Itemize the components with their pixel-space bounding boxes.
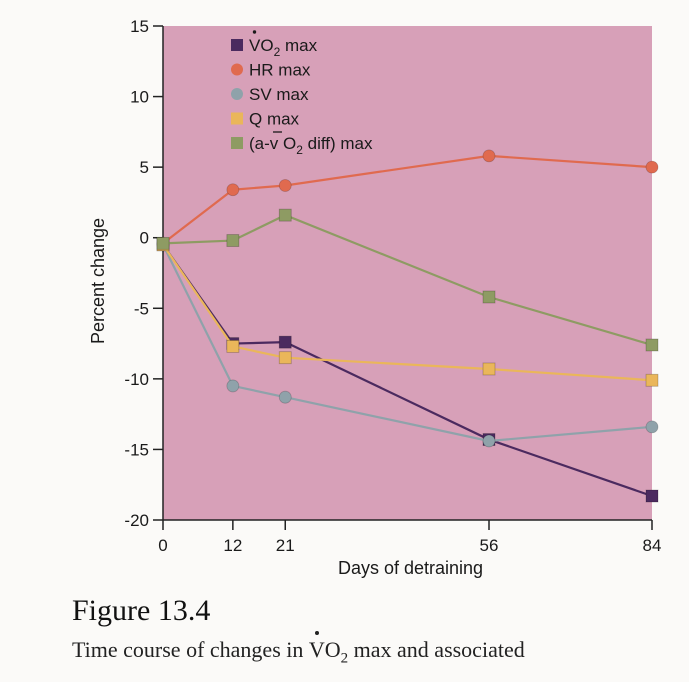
legend-item-avo2: (a-v O2 diff) max [231,131,373,157]
caption-o: O [324,637,341,662]
data-point-avo2 [278,208,292,222]
legend-item-hr: HR max [231,61,311,80]
data-point-sv [226,379,240,393]
x-tick-label: 21 [276,536,295,555]
caption-text-end: max and associated [348,637,525,662]
data-point-sv [645,420,659,434]
caption-subscript: 2 [340,650,349,667]
caption-text: Time course of changes in VO2 max and as… [72,631,682,674]
legend-vo2-post: max [280,36,317,55]
legend-marker-vo2 [231,39,243,51]
x-tick-label: 0 [158,536,167,555]
legend-label-avo2: (a-v O2 diff) max [249,134,373,157]
series-avo2 [156,208,659,352]
legend-label-sv: SV max [249,85,309,104]
data-point-q [278,351,292,365]
legend-vo2-dot [252,30,257,34]
series-layer [156,149,659,503]
y-axis-title: Percent change [88,218,108,344]
data-point-avo2 [156,236,170,250]
data-point-avo2 [645,338,659,352]
data-point-vo2 [645,489,659,503]
legend-label-q: Q max [249,110,300,129]
data-point-q [645,373,659,387]
y-tick-label: 0 [140,229,149,248]
y-tick-label: -20 [124,511,149,530]
legend-marker-q [231,112,243,125]
legend-avo2-pre: (a- [249,134,270,153]
data-point-q [482,362,496,376]
legend-vo2-o: O [260,36,273,55]
data-point-avo2 [482,290,496,304]
legend-vo2-sub: 2 [274,45,281,59]
legend-marker-hr [231,63,243,76]
x-tick-label: 56 [480,536,499,555]
caption-text-start: Time course of changes in [72,637,309,662]
y-tick-label: -15 [124,440,149,459]
legend-avo2-sub: 2 [296,143,303,157]
y-tick-label: 15 [130,17,149,36]
figure-caption: Figure 13.4 Time course of changes in VO… [72,594,682,674]
plot-area [163,26,652,520]
y-tick-label: 10 [130,88,149,107]
x-tick-label: 12 [223,536,242,555]
legend-label-hr: HR max [249,61,311,80]
legend-label-vo2: VO2 max [249,36,318,59]
axes: 15 10 5 0 -5 -10 -15 -20 0 12 21 56 84 [124,17,661,555]
x-tick-label: 84 [643,536,662,555]
legend-vo2-v: V [249,36,261,55]
legend-item-vo2: VO2 max [231,30,318,59]
data-point-avo2 [226,234,240,247]
data-point-vo2 [278,335,292,349]
caption-v-dot: V [309,631,325,666]
legend-item-sv: SV max [231,85,309,104]
legend-item-q: Q max [231,110,300,129]
legend-marker-sv [231,88,243,100]
data-point-hr [278,179,292,192]
figure-label: Figure 13.4 [72,594,211,627]
x-axis-title: Days of detraining [338,558,483,578]
data-point-sv [482,434,496,448]
series-sv [156,238,659,448]
data-point-hr [645,160,659,174]
data-point-hr [482,149,496,163]
y-tick-label: -5 [134,299,149,318]
data-point-sv [278,390,292,404]
y-tick-label: -10 [124,370,149,389]
data-point-q [226,339,240,353]
legend-marker-avo2 [231,137,243,149]
y-tick-label: 5 [140,158,149,177]
legend-avo2-mid: O [278,134,296,153]
data-point-hr [226,183,240,197]
legend-avo2-v: v [270,134,279,153]
legend-avo2-post: diff) max [303,134,373,153]
